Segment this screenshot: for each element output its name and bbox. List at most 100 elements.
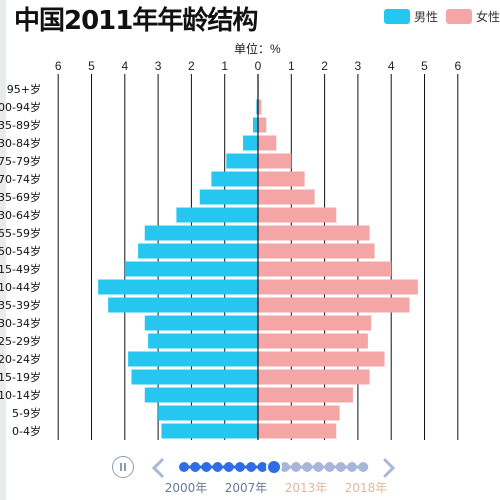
bar-male [199, 189, 258, 205]
bar-male [144, 225, 258, 241]
pause-button[interactable] [112, 456, 134, 478]
bar-female [258, 423, 337, 439]
timeline-year-dot[interactable] [190, 462, 201, 472]
bar-male [211, 171, 258, 187]
bar-male [253, 117, 258, 133]
category-label: 15-19岁 [0, 370, 41, 384]
bar-male [138, 243, 258, 259]
bar-female [258, 369, 370, 385]
category-label: 10-14岁 [0, 388, 41, 402]
timeline-next-icon[interactable] [383, 458, 396, 478]
category-label: 30-64岁 [0, 208, 41, 222]
bar-male [158, 405, 258, 421]
timeline-prev-icon[interactable] [151, 458, 164, 478]
category-label: 00-94岁 [0, 100, 41, 114]
legend-swatch-female [446, 9, 473, 24]
bar-female [258, 225, 370, 241]
legend-swatch-male [384, 9, 410, 24]
x-tick-label: 6 [454, 59, 461, 73]
timeline-year-dot[interactable] [212, 462, 223, 472]
legend-item-female[interactable]: 女性 [446, 8, 500, 25]
legend-item-male[interactable]: 男性 [384, 8, 438, 25]
timeline-year-dot[interactable] [179, 462, 189, 472]
left-edge [0, 0, 6, 500]
x-tick-label: 3 [155, 59, 162, 73]
bar-male [243, 135, 258, 151]
category-label: 5-9岁 [12, 406, 41, 420]
legend[interactable]: 男性 女性 [384, 8, 500, 25]
category-label: 30-34岁 [0, 316, 41, 330]
timeline-year-dot[interactable] [335, 462, 346, 472]
category-label: 25-29岁 [0, 334, 41, 348]
bar-female [258, 315, 372, 331]
bar-male [98, 279, 258, 295]
bar-male [144, 387, 258, 403]
timeline-year-dot[interactable] [246, 462, 257, 472]
timeline-label: 2018年 [345, 481, 388, 495]
x-tick-label: 4 [388, 59, 395, 73]
bar-female [258, 261, 392, 277]
category-label: 15-49岁 [0, 262, 41, 276]
unit-label: 单位：% [234, 42, 281, 56]
timeline-year-dot[interactable] [302, 462, 313, 472]
timeline-year-dot[interactable] [223, 462, 234, 472]
legend-label-male: 男性 [414, 10, 439, 24]
x-tick-label: 1 [221, 59, 228, 73]
timeline-year-dot[interactable] [235, 462, 245, 472]
category-label: 35-39岁 [0, 298, 41, 312]
category-label: 50-54岁 [0, 244, 41, 258]
bar-male [176, 207, 258, 223]
bar-male [131, 369, 258, 385]
category-label: 10-44岁 [0, 280, 41, 294]
bar-female [258, 207, 337, 223]
x-tick-label: 4 [121, 59, 128, 73]
timeline-year-dot[interactable] [257, 462, 268, 472]
bar-female [258, 351, 385, 367]
category-label: 35-89岁 [0, 118, 41, 132]
timeline-year-dot[interactable] [324, 462, 335, 472]
bar-male [256, 99, 258, 115]
bar-female [258, 117, 267, 133]
category-label: 55-59岁 [0, 226, 41, 240]
timeline-year-dot[interactable] [201, 462, 212, 472]
bar-female [258, 99, 262, 115]
bar-female [258, 243, 375, 259]
chart-title: 中国2011年年龄结构 [14, 6, 258, 36]
bar-female [258, 297, 410, 313]
timeline-year-dot[interactable] [291, 462, 301, 472]
x-tick-label: 0 [255, 59, 262, 73]
x-tick-label: 1 [288, 59, 295, 73]
bar-male [124, 261, 258, 277]
bar-female [258, 279, 418, 295]
timeline-year-dot[interactable] [279, 462, 290, 472]
timeline-year-dot[interactable] [347, 462, 357, 472]
bar-female [258, 153, 292, 169]
category-label: 0-4岁 [12, 424, 41, 438]
bar-male [226, 153, 258, 169]
timeline-label: 2000年 [165, 481, 208, 495]
category-label: 20-24岁 [0, 352, 41, 366]
bar-male [148, 333, 258, 349]
category-label: 75-79岁 [0, 154, 41, 168]
timeline-year-dot[interactable] [313, 462, 324, 472]
x-tick-label: 6 [55, 59, 62, 73]
category-label: 35-69岁 [0, 190, 41, 204]
category-label: 70-74岁 [0, 172, 41, 186]
bar-male [108, 297, 259, 313]
x-tick-label: 5 [88, 59, 95, 73]
bar-female [258, 135, 277, 151]
x-tick-label: 2 [321, 59, 328, 73]
bar-male [161, 423, 258, 439]
timeline-current-marker[interactable] [266, 459, 282, 475]
bar-female [258, 387, 353, 403]
bar-female [258, 189, 315, 205]
timeline-label: 2007年 [225, 481, 268, 495]
bar-male [144, 315, 258, 331]
category-label: 30-84岁 [0, 136, 41, 150]
x-tick-label: 5 [421, 59, 428, 73]
timeline-label: 2013年 [285, 481, 328, 495]
x-tick-label: 3 [355, 59, 362, 73]
x-tick-label: 2 [188, 59, 195, 73]
timeline-year-dot[interactable] [358, 462, 369, 472]
